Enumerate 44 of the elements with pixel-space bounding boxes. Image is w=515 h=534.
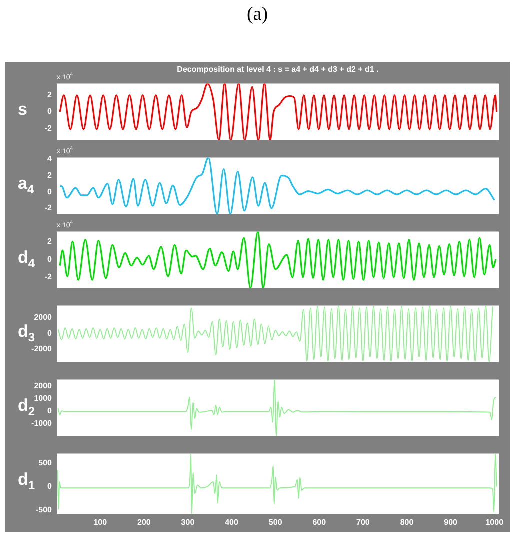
line-series (59, 84, 498, 140)
y-tick-label: 1000 (34, 394, 53, 403)
y-tick-label: 0 (48, 328, 53, 338)
y-axis-title: d$_{4}$ (18, 248, 36, 272)
y-tick-label: 2 (48, 170, 53, 180)
x-tick-label: 400 (225, 518, 240, 528)
y-tick-label: 0 (48, 187, 53, 196)
x-tick-label: 700 (356, 518, 370, 528)
y-tick-label: 2 (48, 90, 53, 100)
y-tick-label: 0 (48, 254, 53, 264)
y-tick-label: -2 (44, 272, 53, 282)
y-tick-label: -1000 (32, 418, 53, 428)
y-axis-title: a$_{4}$ (18, 174, 34, 198)
y-tick-label: -500 (36, 505, 53, 514)
line-series (59, 232, 497, 288)
y-tick-label: 500 (38, 458, 53, 468)
y-axis-title: s (18, 100, 28, 120)
y-tick-label: -2000 (32, 344, 53, 354)
chart-subtitle: Decomposition at level 4 : s = a4 + d4 + d3 + d2 + d1 . (176, 65, 380, 74)
x-tick-label: 500 (268, 518, 283, 528)
x-tick-label: 300 (181, 518, 196, 528)
y-axis-title: d$_{1}$ (18, 470, 36, 494)
x-tick-label: 100 (94, 518, 108, 528)
line-series (58, 306, 494, 362)
line-series (58, 380, 496, 436)
y-tick-label: 2 (48, 236, 53, 246)
y-tick-label: -2 (44, 124, 53, 133)
chart-title: (a) (246, 4, 270, 26)
x-tick-label: 900 (444, 518, 458, 528)
y-axis-title: d$_{3}$ (18, 322, 36, 344)
y-tick-label: 0 (48, 406, 53, 416)
y-tick-label: -2 (44, 204, 53, 213)
x-tick-label: 800 (400, 518, 414, 528)
line-series (59, 158, 496, 214)
y-tick-label: 4 (48, 154, 53, 164)
y-axis-title: d$_{2}$ (18, 396, 36, 418)
y-tick-label: 2000 (34, 312, 53, 322)
x-tick-label: 200 (137, 518, 152, 528)
y-tick-label: 0 (48, 482, 53, 491)
x-tick-label: 600 (312, 518, 327, 528)
y-tick-label: 0 (48, 107, 53, 116)
y-tick-label: 2000 (34, 381, 53, 390)
x-tick-label: 1000 (486, 518, 504, 528)
line-series (57, 454, 498, 514)
